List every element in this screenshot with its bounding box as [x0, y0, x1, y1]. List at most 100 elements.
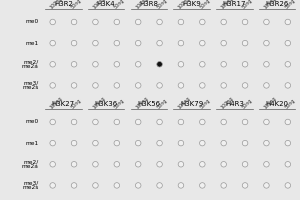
Circle shape	[71, 119, 77, 125]
Text: me2/
me2a: me2/ me2a	[22, 59, 39, 69]
Circle shape	[285, 140, 291, 146]
Circle shape	[135, 83, 141, 88]
Circle shape	[114, 162, 120, 167]
Text: me1: me1	[26, 141, 39, 146]
Text: 50ng: 50ng	[70, 0, 83, 10]
Text: 50ng: 50ng	[70, 97, 83, 110]
Circle shape	[264, 19, 269, 25]
Circle shape	[135, 62, 141, 67]
Circle shape	[50, 40, 56, 46]
Circle shape	[178, 119, 184, 125]
Circle shape	[114, 183, 120, 188]
Text: me3/
me2s: me3/ me2s	[22, 180, 39, 190]
Text: 100ng: 100ng	[92, 0, 106, 10]
Circle shape	[50, 19, 56, 25]
Circle shape	[157, 62, 162, 67]
Circle shape	[157, 162, 162, 167]
Circle shape	[221, 40, 226, 46]
Text: 100ng: 100ng	[177, 95, 192, 110]
Circle shape	[285, 183, 291, 188]
Circle shape	[93, 119, 98, 125]
Text: H3K56: H3K56	[137, 101, 160, 107]
Circle shape	[93, 19, 98, 25]
Circle shape	[50, 83, 56, 88]
Text: 100ng: 100ng	[263, 0, 278, 10]
Circle shape	[93, 83, 98, 88]
Circle shape	[200, 183, 205, 188]
Text: 50ng: 50ng	[156, 97, 168, 110]
Circle shape	[135, 183, 141, 188]
Circle shape	[114, 83, 120, 88]
Circle shape	[264, 40, 269, 46]
Circle shape	[71, 83, 77, 88]
Circle shape	[71, 19, 77, 25]
Circle shape	[285, 19, 291, 25]
Circle shape	[178, 83, 184, 88]
Circle shape	[200, 40, 205, 46]
Text: H3K4: H3K4	[97, 1, 116, 7]
Circle shape	[200, 162, 205, 167]
Circle shape	[264, 162, 269, 167]
Text: H3R2: H3R2	[54, 1, 73, 7]
Text: 50ng: 50ng	[199, 97, 211, 110]
Text: H3R17: H3R17	[223, 1, 246, 7]
Text: H3R8: H3R8	[140, 1, 158, 7]
Circle shape	[50, 140, 56, 146]
Circle shape	[200, 83, 205, 88]
Circle shape	[157, 19, 162, 25]
Circle shape	[264, 62, 269, 67]
Circle shape	[157, 140, 162, 146]
Circle shape	[157, 183, 162, 188]
Circle shape	[242, 83, 248, 88]
Circle shape	[221, 83, 226, 88]
Text: 50ng: 50ng	[113, 97, 126, 110]
Circle shape	[114, 119, 120, 125]
Circle shape	[157, 83, 162, 88]
Text: 100ng: 100ng	[135, 95, 149, 110]
Text: 50ng: 50ng	[199, 0, 211, 10]
Circle shape	[200, 62, 205, 67]
Circle shape	[71, 62, 77, 67]
Circle shape	[114, 40, 120, 46]
Circle shape	[50, 119, 56, 125]
Circle shape	[178, 40, 184, 46]
Text: me3/
me2s: me3/ me2s	[22, 80, 39, 90]
Circle shape	[178, 183, 184, 188]
Circle shape	[71, 162, 77, 167]
Circle shape	[221, 140, 226, 146]
Text: 100ng: 100ng	[177, 0, 192, 10]
Circle shape	[178, 140, 184, 146]
Text: me0: me0	[26, 119, 39, 124]
Circle shape	[221, 183, 226, 188]
Circle shape	[50, 62, 56, 67]
Text: H3K27: H3K27	[52, 101, 75, 107]
Circle shape	[178, 19, 184, 25]
Circle shape	[200, 19, 205, 25]
Circle shape	[242, 119, 248, 125]
Circle shape	[200, 140, 205, 146]
Circle shape	[200, 119, 205, 125]
Circle shape	[264, 140, 269, 146]
Circle shape	[114, 62, 120, 67]
Circle shape	[71, 183, 77, 188]
Text: me2/
me2a: me2/ me2a	[22, 159, 39, 169]
Circle shape	[135, 140, 141, 146]
Circle shape	[221, 162, 226, 167]
Text: me1: me1	[26, 41, 39, 46]
Circle shape	[114, 19, 120, 25]
Circle shape	[285, 162, 291, 167]
Circle shape	[71, 40, 77, 46]
Circle shape	[135, 162, 141, 167]
Circle shape	[242, 140, 248, 146]
Circle shape	[242, 183, 248, 188]
Circle shape	[93, 40, 98, 46]
Circle shape	[264, 183, 269, 188]
Text: 50ng: 50ng	[284, 0, 297, 10]
Circle shape	[135, 19, 141, 25]
Text: 100ng: 100ng	[49, 95, 64, 110]
Text: H4K20: H4K20	[266, 101, 289, 107]
Circle shape	[71, 140, 77, 146]
Text: 100ng: 100ng	[49, 0, 64, 10]
Text: 100ng: 100ng	[135, 0, 149, 10]
Circle shape	[242, 40, 248, 46]
